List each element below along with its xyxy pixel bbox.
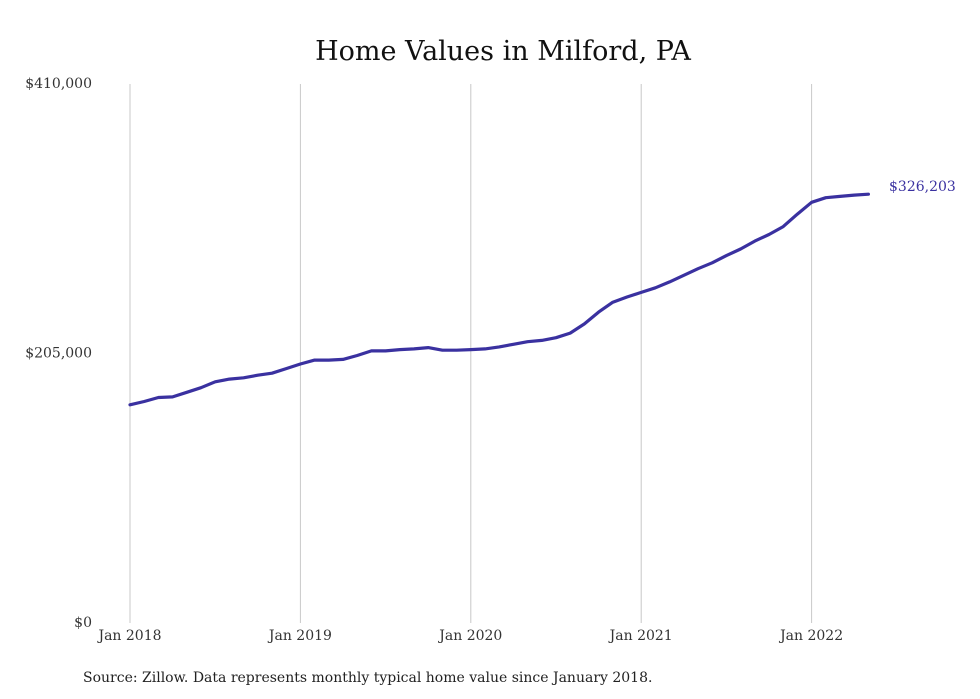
series-group bbox=[128, 192, 871, 407]
y-tick-label: $410,000 bbox=[25, 76, 92, 92]
y-axis-ticks: $0 $205,000 $410,000 bbox=[25, 76, 92, 631]
last-value-label: $326,203 bbox=[889, 179, 956, 195]
x-tick-label: Jan 2019 bbox=[267, 628, 332, 644]
x-axis-ticks: Jan 2018 Jan 2019 Jan 2020 Jan 2021 Jan 2022 bbox=[96, 628, 843, 644]
x-tick-label: Jan 2021 bbox=[608, 628, 673, 644]
x-tick-label: Jan 2022 bbox=[778, 628, 843, 644]
y-tick-label: $0 bbox=[74, 615, 92, 631]
series-line bbox=[128, 192, 871, 407]
chart-title: Home Values in Milford, PA bbox=[315, 36, 691, 67]
x-tick-label: Jan 2018 bbox=[96, 628, 161, 644]
y-tick-label: $205,000 bbox=[25, 346, 92, 362]
grid-lines bbox=[129, 84, 813, 623]
x-tick-label: Jan 2020 bbox=[437, 628, 502, 644]
source-note: Source: Zillow. Data represents monthly … bbox=[83, 670, 652, 686]
